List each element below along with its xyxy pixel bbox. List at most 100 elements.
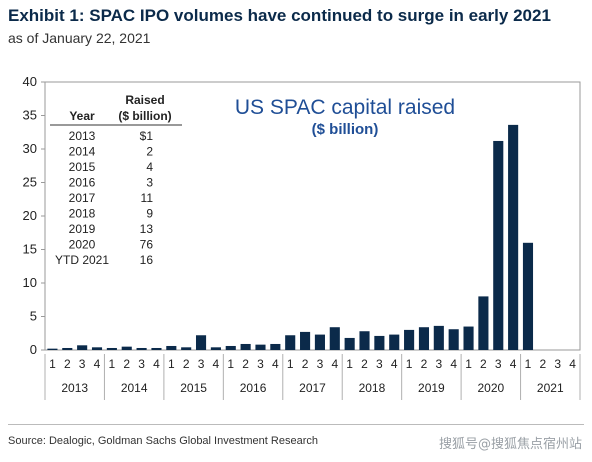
bar — [240, 343, 251, 350]
chart-title: US SPAC capital raised — [235, 96, 455, 119]
table-header-raised: Raised — [125, 93, 164, 107]
quarter-label: 4 — [94, 357, 101, 371]
y-tick-label: 10 — [23, 275, 37, 290]
quarter-label: 4 — [391, 357, 398, 371]
bar — [47, 348, 58, 350]
bar — [181, 347, 192, 350]
quarter-label: 2 — [302, 357, 309, 371]
table-year-cell: YTD 2021 — [55, 253, 109, 267]
year-label: 2018 — [359, 381, 386, 395]
quarter-label: 1 — [227, 357, 234, 371]
bar — [433, 325, 444, 350]
chart-subtitle: ($ billion) — [312, 121, 379, 138]
quarter-label: 2 — [123, 357, 130, 371]
table-value-cell: 2 — [146, 145, 153, 159]
table-year-cell: 2017 — [69, 191, 96, 205]
quarter-label: 1 — [465, 357, 472, 371]
year-label: 2013 — [61, 381, 88, 395]
table-year-cell: 2020 — [69, 238, 96, 252]
bar — [77, 345, 88, 350]
bar — [418, 327, 430, 350]
bar — [62, 347, 73, 350]
table-value-cell: 9 — [146, 207, 153, 221]
bar — [329, 327, 340, 350]
bar — [478, 296, 489, 350]
quarter-label: 3 — [198, 357, 205, 371]
table-year-cell: 2018 — [69, 207, 96, 221]
table-value-cell: 4 — [146, 160, 153, 174]
quarter-label: 2 — [540, 357, 547, 371]
table-year-cell: 2013 — [69, 129, 96, 143]
quarter-label: 3 — [317, 357, 324, 371]
bar — [344, 337, 355, 350]
quarter-label: 4 — [510, 357, 517, 371]
year-label: 2021 — [537, 381, 564, 395]
bar — [374, 335, 385, 350]
quarter-label: 2 — [361, 357, 368, 371]
quarter-label: 2 — [421, 357, 428, 371]
y-tick-label: 30 — [23, 141, 37, 156]
quarter-label: 4 — [153, 357, 160, 371]
bar — [136, 347, 147, 350]
quarter-label: 4 — [213, 357, 220, 371]
exhibit-subtitle: as of January 22, 2021 — [8, 30, 151, 46]
quarter-label: 2 — [64, 357, 71, 371]
quarter-label: 1 — [168, 357, 175, 371]
quarter-label: 3 — [495, 357, 502, 371]
table-value-cell: $1 — [140, 129, 154, 143]
year-label: 2020 — [477, 381, 504, 395]
bar — [106, 347, 117, 350]
table-year-cell: 2019 — [69, 222, 96, 236]
bar — [270, 343, 281, 350]
quarter-label: 4 — [272, 357, 279, 371]
bar — [225, 345, 236, 350]
y-tick-label: 40 — [23, 74, 37, 89]
year-label: 2016 — [240, 381, 267, 395]
table-year-cell: 2016 — [69, 176, 96, 190]
quarter-label: 3 — [138, 357, 145, 371]
table-year-cell: 2015 — [69, 160, 96, 174]
bar — [300, 331, 311, 350]
quarter-label: 2 — [242, 357, 249, 371]
bar — [404, 329, 415, 350]
quarter-label: 3 — [376, 357, 383, 371]
y-tick-label: 0 — [30, 342, 37, 357]
table-value-cell: 76 — [140, 238, 154, 252]
bar — [493, 140, 504, 350]
y-tick-label: 25 — [23, 175, 37, 190]
year-label: 2019 — [418, 381, 445, 395]
year-label: 2017 — [299, 381, 326, 395]
bar — [91, 347, 103, 350]
quarter-label: 4 — [331, 357, 338, 371]
quarter-label: 1 — [525, 357, 532, 371]
bar — [463, 326, 474, 350]
bar — [121, 346, 132, 350]
footer-divider — [8, 424, 584, 425]
table-value-cell: 16 — [140, 253, 154, 267]
source-note: Source: Dealogic, Goldman Sachs Global I… — [8, 435, 318, 447]
bar — [151, 347, 162, 350]
table-header-unit: ($ billion) — [118, 109, 171, 123]
year-label: 2014 — [121, 381, 148, 395]
quarter-label: 4 — [569, 357, 576, 371]
bar — [314, 334, 325, 350]
quarter-label: 3 — [79, 357, 86, 371]
bar — [359, 331, 370, 350]
quarter-label: 1 — [346, 357, 353, 371]
bar — [285, 335, 296, 350]
bar — [389, 334, 400, 350]
bar — [210, 347, 221, 350]
quarter-label: 3 — [554, 357, 561, 371]
y-tick-label: 15 — [23, 242, 37, 257]
table-value-cell: 13 — [140, 222, 154, 236]
y-tick-label: 35 — [23, 108, 37, 123]
y-tick-label: 5 — [30, 309, 37, 324]
quarter-label: 2 — [480, 357, 487, 371]
quarter-label: 1 — [109, 357, 116, 371]
watermark: 搜狐号@搜狐焦点宿州站 — [438, 437, 582, 452]
quarter-label: 1 — [406, 357, 413, 371]
bar — [508, 124, 519, 350]
quarter-label: 1 — [287, 357, 294, 371]
bar — [195, 335, 207, 350]
